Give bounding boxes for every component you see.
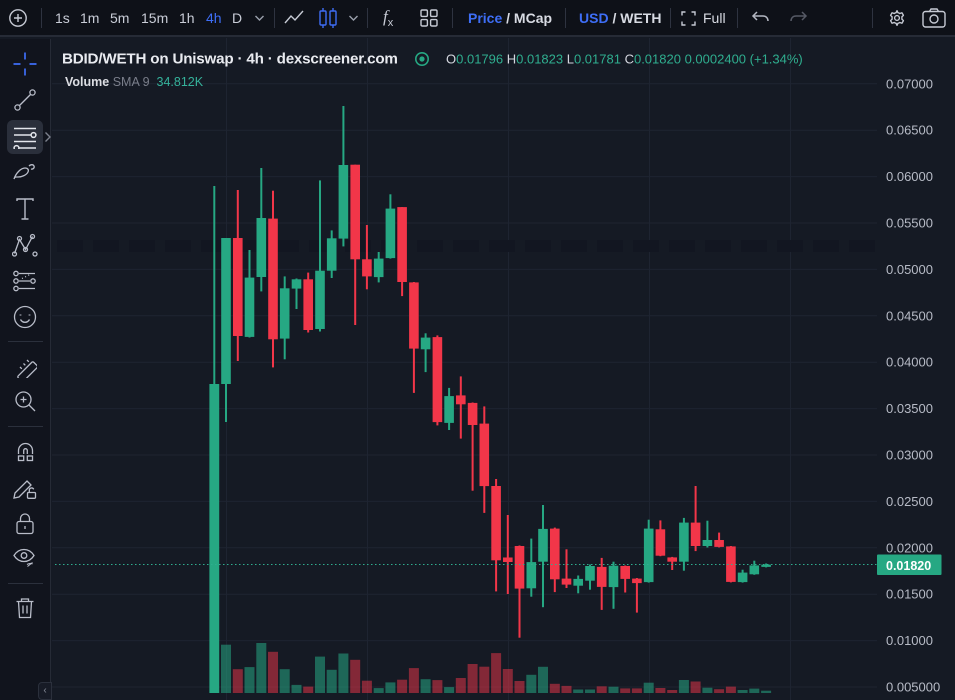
svg-text:0.005000: 0.005000 — [886, 680, 940, 695]
svg-text:0.06500: 0.06500 — [886, 123, 933, 138]
svg-text:0.01000: 0.01000 — [886, 633, 933, 648]
svg-text:0.04000: 0.04000 — [886, 355, 933, 370]
svg-text:0.06000: 0.06000 — [886, 169, 933, 184]
svg-text:0.05000: 0.05000 — [886, 262, 933, 277]
svg-text:0.03000: 0.03000 — [886, 448, 933, 463]
svg-text:0.05500: 0.05500 — [886, 216, 933, 231]
svg-text:0.02500: 0.02500 — [886, 494, 933, 509]
svg-text:0.02000: 0.02000 — [886, 540, 933, 555]
svg-text:0.07000: 0.07000 — [886, 76, 933, 91]
svg-text:0.03500: 0.03500 — [886, 401, 933, 416]
svg-text:0.04500: 0.04500 — [886, 308, 933, 323]
svg-text:0.01820: 0.01820 — [886, 559, 931, 573]
svg-text:0.01500: 0.01500 — [886, 587, 933, 602]
